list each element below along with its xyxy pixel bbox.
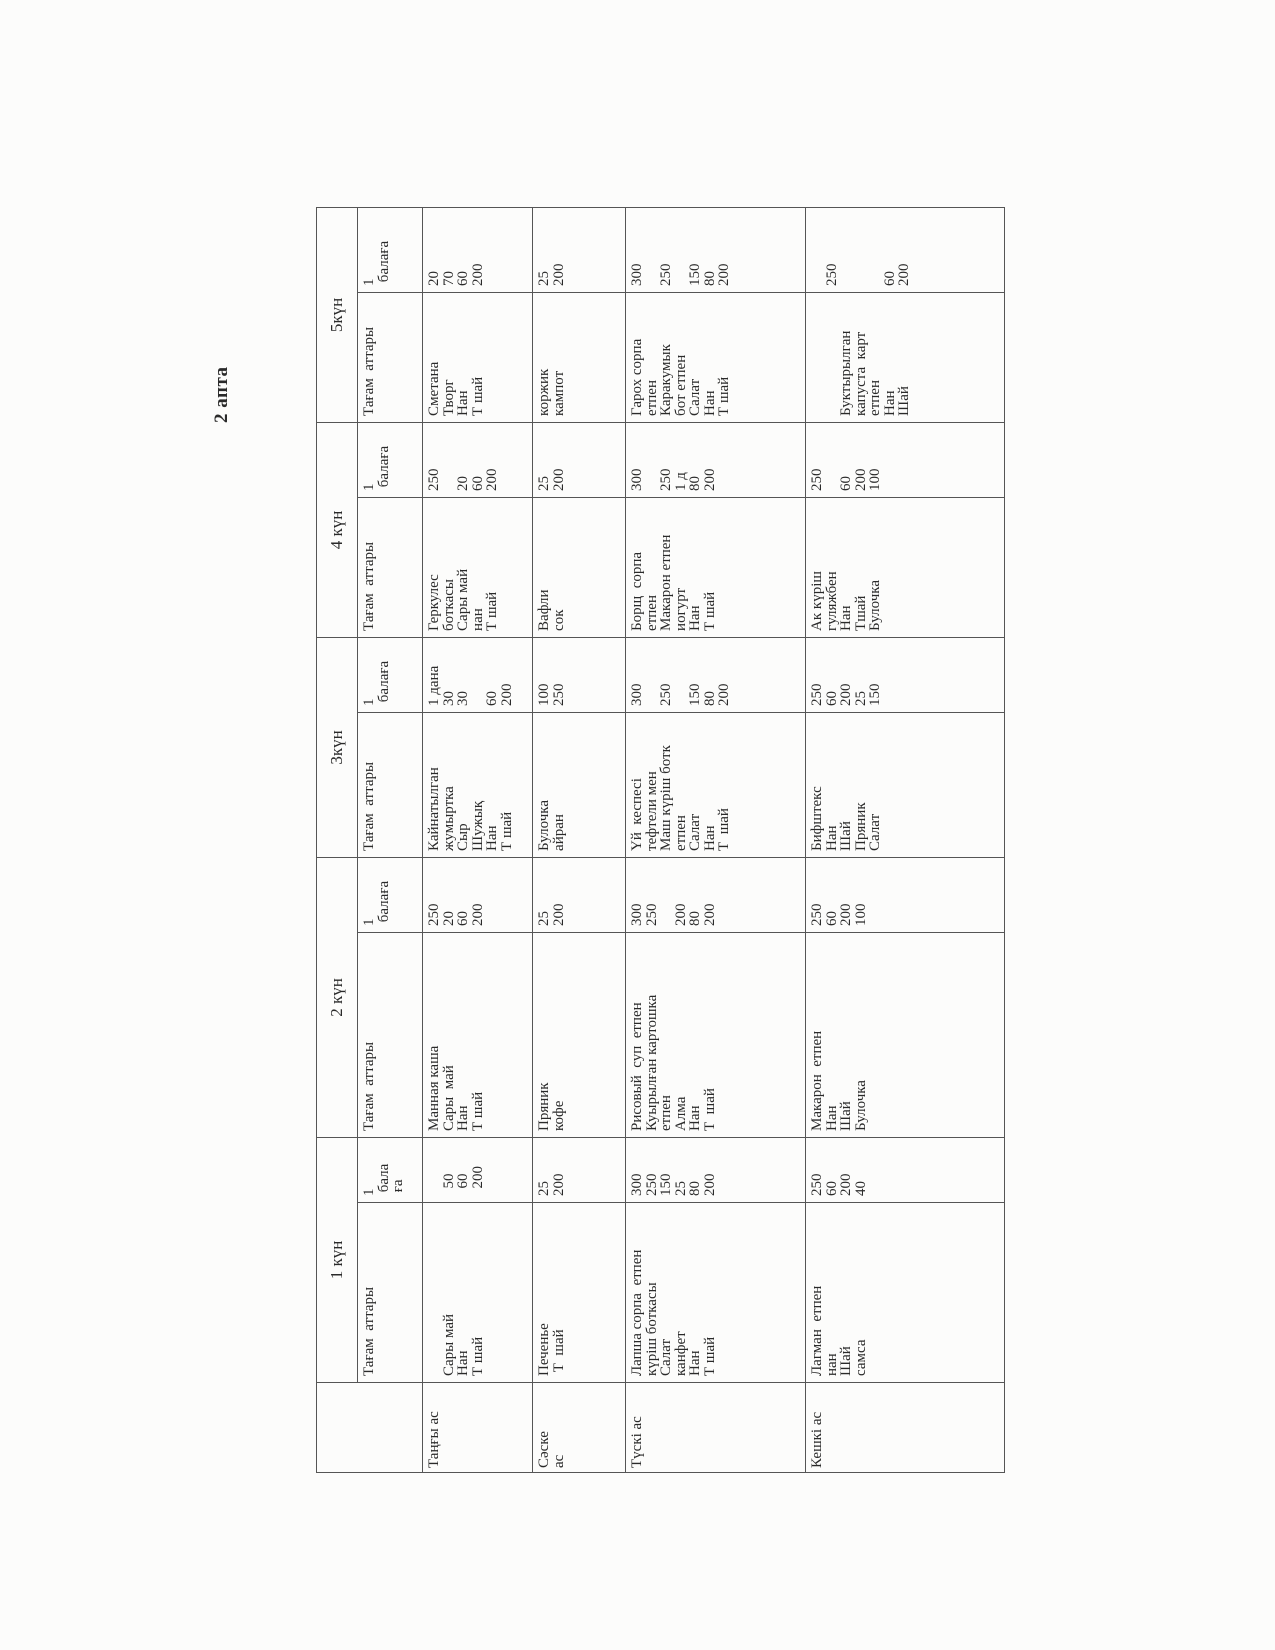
dish-names: Сары май Нан Т шай — [422, 1202, 533, 1383]
page-title: 2 апта — [211, 366, 232, 423]
dish-names: Макарон етпен Нан Шай Булочка — [805, 932, 1005, 1138]
day-header: 2 күн — [316, 857, 358, 1138]
portion-grams: 100 250 — [532, 637, 626, 713]
portion-grams: 250 60 200 — [805, 207, 1005, 293]
portion-header: 1 балаға — [357, 422, 423, 498]
portion-grams: 250 20 60 200 — [422, 422, 533, 498]
portion-grams: 1 дана 30 30 60 200 — [422, 637, 533, 713]
dish-names: Рисовый суп етпен Куырылған картошка етп… — [625, 932, 806, 1138]
portion-grams: 250 20 60 200 — [422, 857, 533, 933]
dish-names: Ак күріш гуляжбен Нан Тшай Булочка — [805, 497, 1005, 638]
portion-grams: 50 60 200 — [422, 1137, 533, 1203]
meal-row: Кешкі ас Лагман етпен нан Шай самса 250 60… — [805, 207, 1005, 1473]
portion-grams: 300 250 150 80 200 — [625, 207, 806, 293]
dish-names: Борщ сорпа етпен Макарон етпен иогурт На… — [625, 497, 806, 638]
dish-names: Булочка айран — [532, 712, 626, 858]
portion-grams: 250 60 200 25 150 — [805, 637, 1005, 713]
portion-header: 1 балаға — [357, 857, 423, 933]
dish-names: Буктырылган капуста карт етпен Нан Шай — [805, 292, 1005, 423]
corner-cell — [316, 1382, 423, 1473]
portion-header: 1 балаға — [357, 207, 423, 293]
dish-name-header: Тағам аттары — [357, 932, 423, 1138]
dish-names: Манная каша Сары май Нан Т шай — [422, 932, 533, 1138]
portion-grams: 300 250 150 25 80 200 — [625, 1137, 806, 1203]
portion-grams: 25 200 — [532, 1137, 626, 1203]
portion-grams: 250 60 200 40 — [805, 1137, 1005, 1203]
day-header: 5күн — [316, 207, 358, 423]
dish-names: Үй кеспесі тефтели мен Маш күріш ботк ет… — [625, 712, 806, 858]
meal-row: Түскі ас Лапша сорпа етпен күріш боткасы … — [625, 207, 806, 1473]
rotated-page: 2 апта 1 күн 2 күн 3күн 4 күн 5күн Тағам атта… — [211, 203, 1016, 1473]
dish-names: Вафли сок — [532, 497, 626, 638]
meal-label: Кешкі ас — [805, 1382, 1005, 1473]
portion-grams: 300 250 150 80 200 — [625, 637, 806, 713]
dish-names: Кайнатылган жумыртка Сыр Шужық Нан Т шай — [422, 712, 533, 858]
portion-grams: 20 70 60 200 — [422, 207, 533, 293]
meal-label: Таңғы ас — [422, 1382, 533, 1473]
dish-name-header: Тағам аттары — [357, 497, 423, 638]
dish-names: Геркулес боткасы Сары май нан Т шай — [422, 497, 533, 638]
meal-row: Таңғы ас Сары май Нан Т шай 50 60 200 Ман… — [422, 207, 533, 1473]
dish-name-header: Тағам аттары — [357, 712, 423, 858]
day-header: 4 күн — [316, 422, 358, 638]
portion-grams: 25 200 — [532, 857, 626, 933]
portion-grams: 25 200 — [532, 207, 626, 293]
weekly-menu-table: 1 күн 2 күн 3күн 4 күн 5күн Тағам аттары 1 бал… — [316, 207, 1005, 1473]
portion-grams: 300 250 200 80 200 — [625, 857, 806, 933]
portion-header: 1 бала ға — [357, 1137, 423, 1203]
meal-row: Сәске ас Печенье Т шай 25 200 Пряник кофе 25… — [532, 207, 626, 1473]
day-header: 3күн — [316, 637, 358, 858]
meal-label: Түскі ас — [625, 1382, 806, 1473]
portion-header: 1 балаға — [357, 637, 423, 713]
dish-names: Гарох сорпа етпен Каракумык бот етпен Са… — [625, 292, 806, 423]
portion-grams: 25 200 — [532, 422, 626, 498]
portion-grams: 250 60 200 100 — [805, 422, 1005, 498]
dish-names: Лапша сорпа етпен күріш боткасы Салат ка… — [625, 1202, 806, 1383]
dish-names: Печенье Т шай — [532, 1202, 626, 1383]
portion-grams: 250 60 200 100 — [805, 857, 1005, 933]
dish-names: Пряник кофе — [532, 932, 626, 1138]
dish-names: Сметана Творг Нан Т шай — [422, 292, 533, 423]
column-header-row: Тағам аттары 1 бала ға Тағам аттары 1 балағ… — [357, 207, 423, 1472]
dish-names: Лагман етпен нан Шай самса — [805, 1202, 1005, 1383]
dish-name-header: Тағам аттары — [357, 292, 423, 423]
dish-name-header: Тағам аттары — [357, 1202, 423, 1383]
portion-grams: 300 250 1 д 80 200 — [625, 422, 806, 498]
day-header: 1 күн — [316, 1137, 358, 1383]
meal-label: Сәске ас — [532, 1382, 626, 1473]
dish-names: Бифштекс Нан Шай Пряник Салат — [805, 712, 1005, 858]
dish-names: коржик кампот — [532, 292, 626, 423]
day-header-row: 1 күн 2 күн 3күн 4 күн 5күн — [316, 207, 423, 1473]
